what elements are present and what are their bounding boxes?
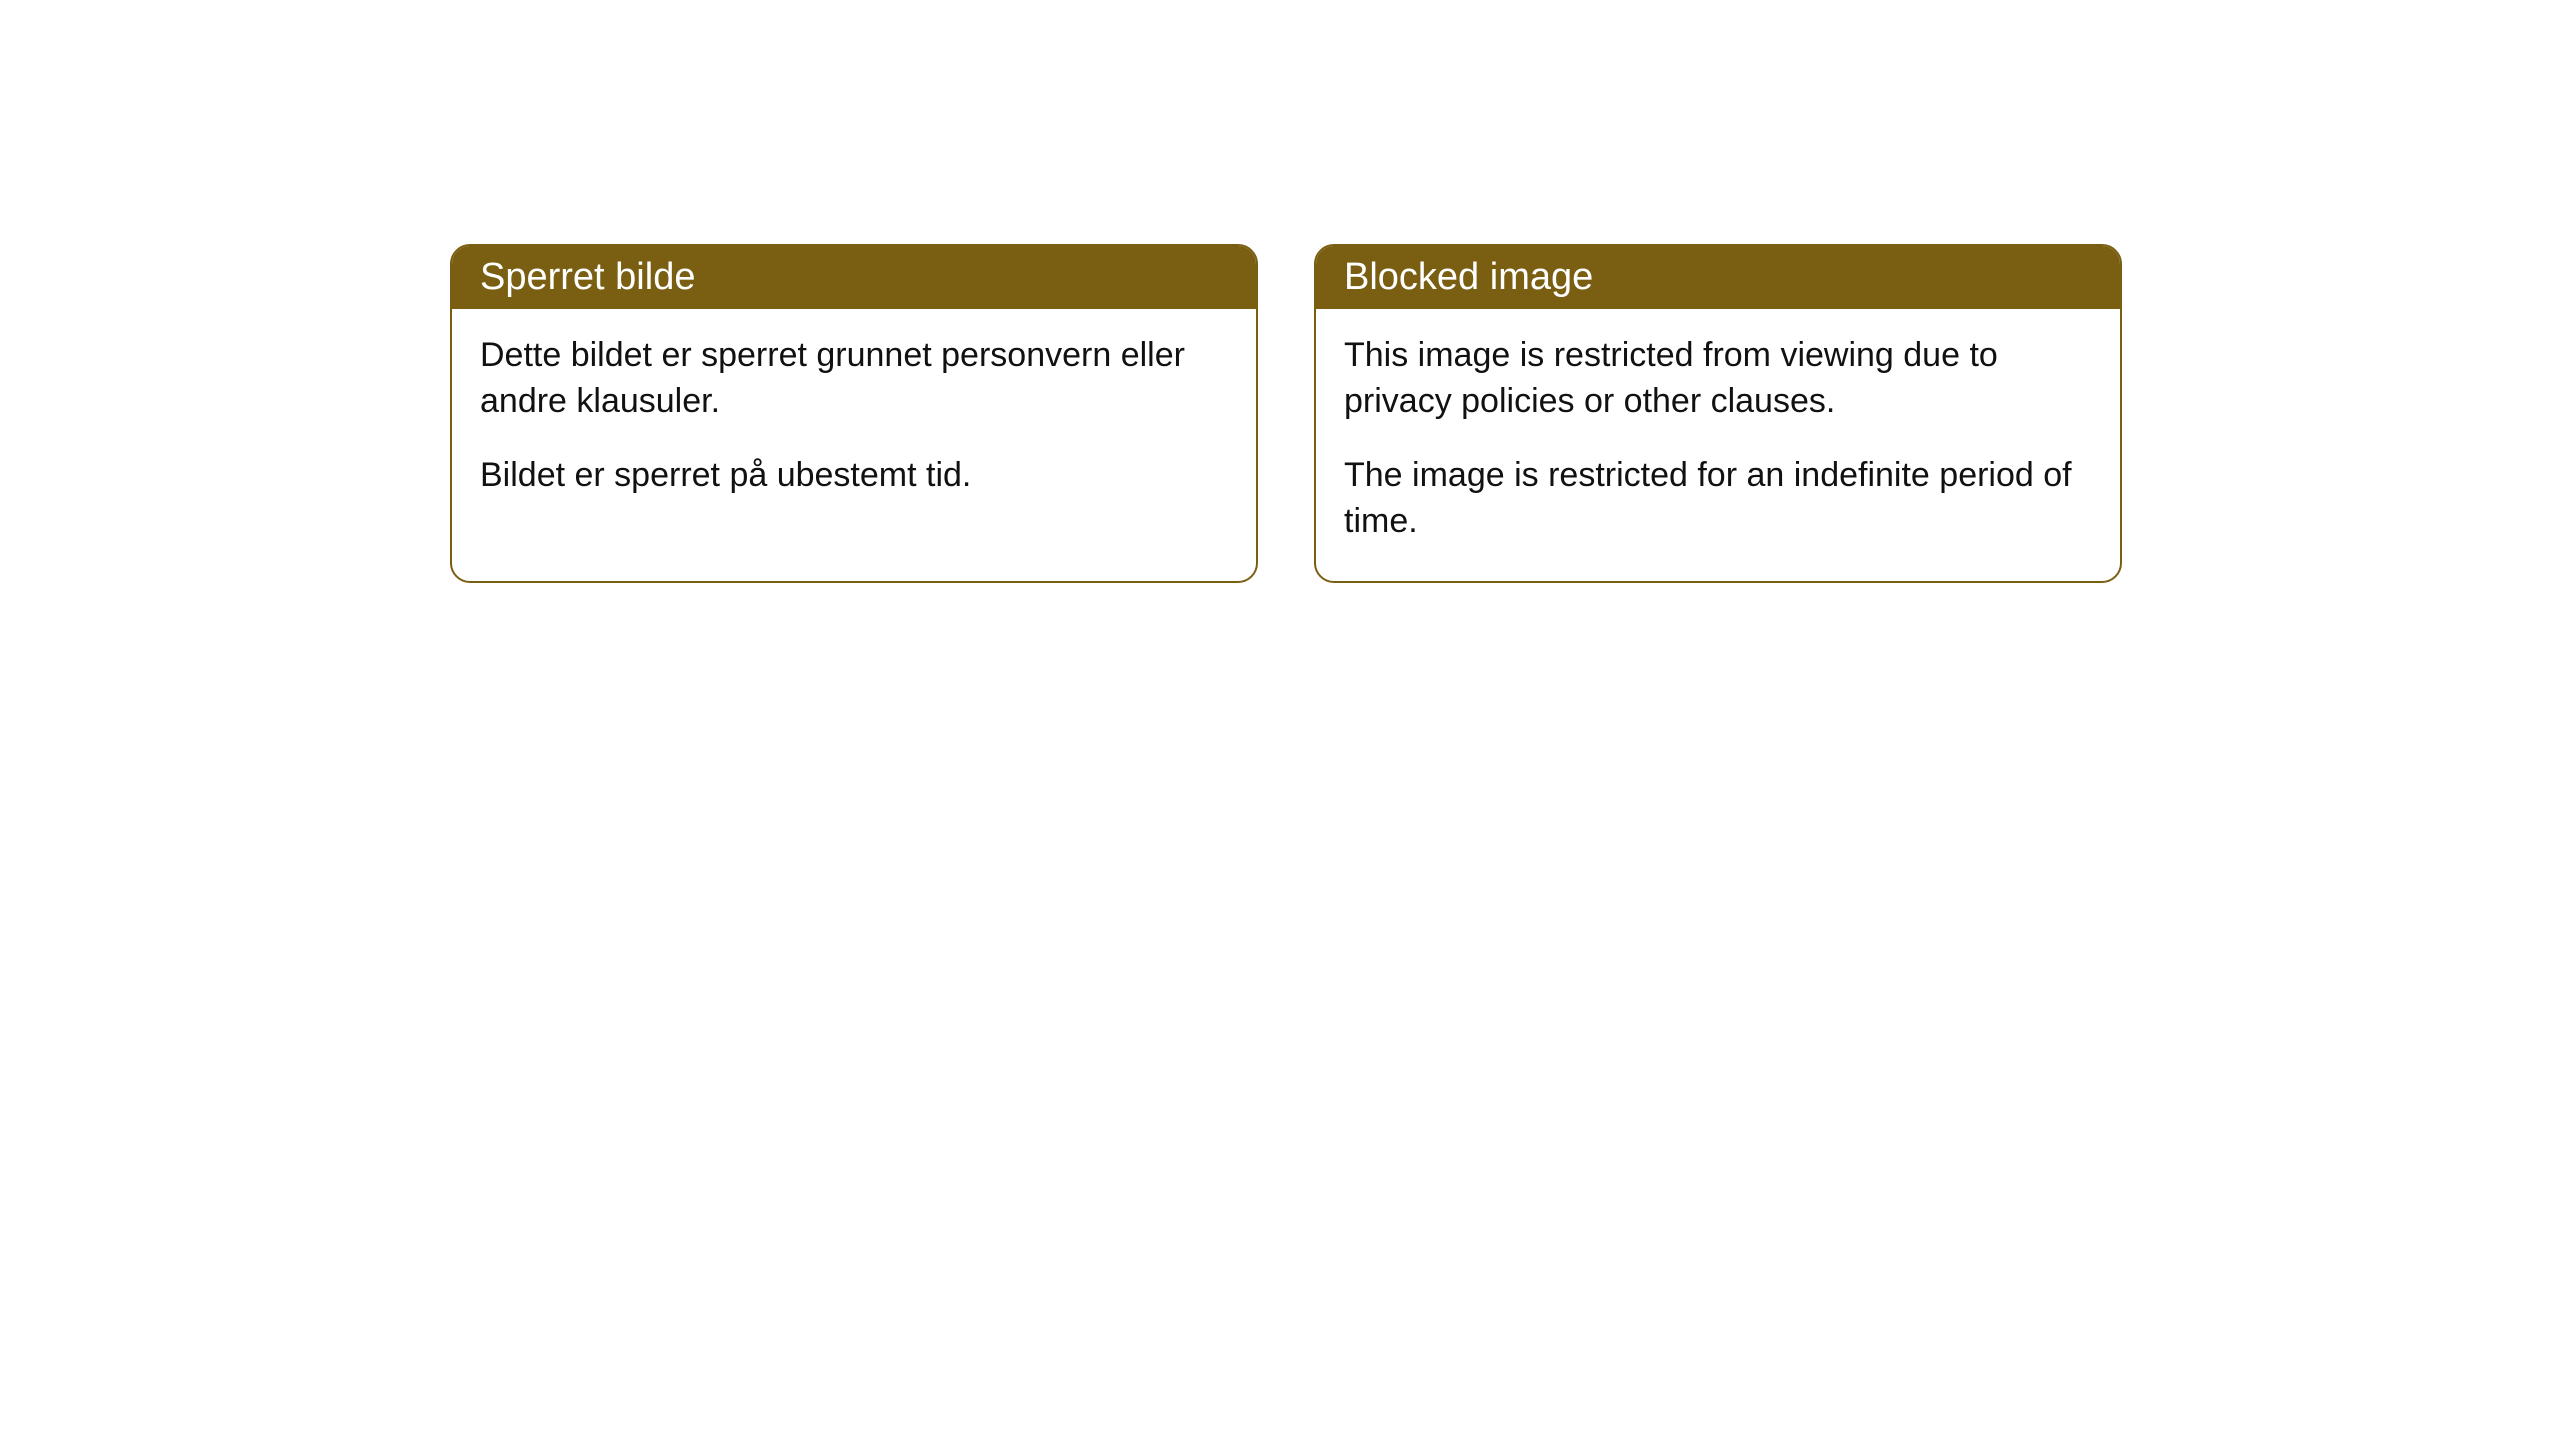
card-header-english: Blocked image (1316, 246, 2120, 309)
card-body-norwegian: Dette bildet er sperret grunnet personve… (452, 309, 1256, 535)
card-norwegian: Sperret bilde Dette bildet er sperret gr… (450, 244, 1258, 583)
card-english: Blocked image This image is restricted f… (1314, 244, 2122, 583)
card-container: Sperret bilde Dette bildet er sperret gr… (450, 244, 2122, 583)
paragraph-1-no: Dette bildet er sperret grunnet personve… (480, 333, 1228, 425)
paragraph-2-en: The image is restricted for an indefinit… (1344, 453, 2092, 545)
paragraph-1-en: This image is restricted from viewing du… (1344, 333, 2092, 425)
paragraph-2-no: Bildet er sperret på ubestemt tid. (480, 453, 1228, 499)
card-header-norwegian: Sperret bilde (452, 246, 1256, 309)
card-body-english: This image is restricted from viewing du… (1316, 309, 2120, 581)
